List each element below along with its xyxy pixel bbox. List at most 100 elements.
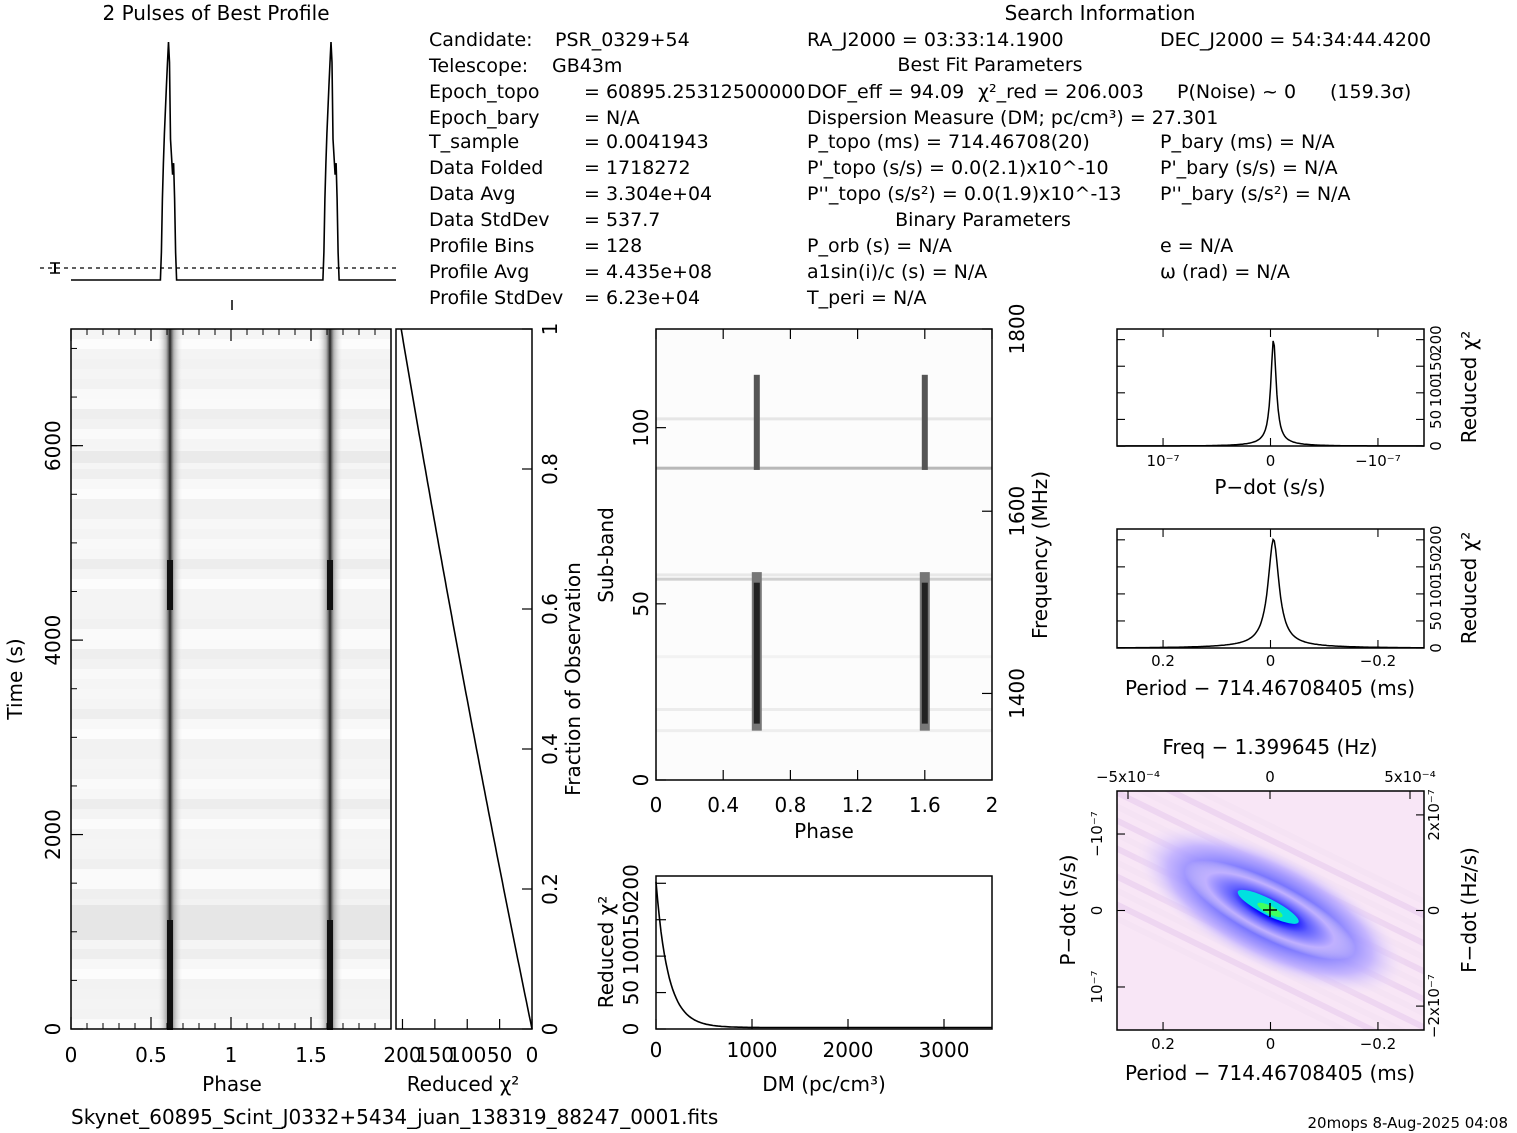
data-stddev-value: = 537.7 bbox=[584, 209, 660, 231]
time-phase-xlabel: Phase bbox=[202, 1072, 262, 1096]
ppdot-ylabel2: F−dot (Hz/s) bbox=[1457, 847, 1481, 973]
subband-x-tick-label: 1.2 bbox=[842, 793, 874, 817]
info-mid: RA_J2000 = 03:33:14.1900 DOF_eff = 94.09… bbox=[806, 29, 1411, 309]
time-phase-row bbox=[71, 399, 391, 410]
chi2-time-x-tick-label: 0 bbox=[526, 1043, 539, 1067]
time-phase-row bbox=[71, 699, 391, 710]
time-phase-row bbox=[71, 679, 391, 690]
ppdot-ylabel: P−dot (s/s) bbox=[1056, 854, 1080, 965]
chi2-time-x-tick-label: 150 bbox=[416, 1043, 454, 1067]
dm-curve bbox=[655, 881, 992, 1029]
chi2-time-x-tick-label: 200 bbox=[383, 1043, 421, 1067]
profile-title: 2 Pulses of Best Profile bbox=[103, 1, 330, 25]
time-phase-x-tick-label: 0 bbox=[65, 1043, 78, 1067]
pulse-track-1 bbox=[157, 329, 183, 1029]
dm-y-tick-label: 100 bbox=[619, 937, 643, 975]
a1-text: a1sin(i)/c (s) = N/A bbox=[807, 261, 987, 283]
time-phase-row bbox=[71, 879, 391, 890]
info-right: DEC_J2000 = 54:34:44.4200 P_bary (ms) = … bbox=[1160, 29, 1431, 283]
time-phase-row bbox=[71, 849, 391, 860]
chi2-time-y-tick-label: 0 bbox=[538, 1023, 562, 1036]
ppdot-y-tick-label: 10⁻⁷ bbox=[1088, 970, 1106, 1003]
ppdot-x-tick-label: 0 bbox=[1266, 1035, 1276, 1053]
time-phase-row bbox=[71, 379, 391, 390]
chi2-time-curve bbox=[400, 328, 533, 1030]
time-phase-row bbox=[71, 519, 391, 530]
subband-pulse-core bbox=[921, 582, 928, 724]
pulse-track-2 bbox=[317, 329, 343, 1029]
time-phase-plot: 0 0.5 1 1.5 0 2000 4000 6000 Phase Time (s) bbox=[3, 328, 392, 1096]
time-phase-row bbox=[71, 459, 391, 470]
ra-text: RA_J2000 = 03:33:14.1900 bbox=[807, 29, 1064, 51]
rfi-line bbox=[656, 708, 992, 712]
time-phase-row bbox=[71, 479, 391, 490]
ppdot-xlabel: Period − 714.46708405 (ms) bbox=[1125, 1061, 1415, 1085]
ecc-text: e = N/A bbox=[1160, 235, 1233, 257]
time-phase-row bbox=[71, 739, 391, 750]
search-info-title: Search Information bbox=[1005, 1, 1196, 25]
ppdot-streak bbox=[1117, 901, 1380, 1030]
chi2-time-x-tick-label: 100 bbox=[448, 1043, 486, 1067]
time-phase-row bbox=[71, 719, 391, 730]
candidate-value: PSR_0329+54 bbox=[555, 29, 690, 51]
ppdot-top-tick-label: 5x10⁻⁴ bbox=[1384, 768, 1435, 786]
time-phase-row bbox=[71, 769, 391, 780]
rfi-line bbox=[656, 466, 992, 470]
ppdot-top-tick-label: −5x10⁻⁴ bbox=[1096, 768, 1160, 786]
pulse-bright-segment bbox=[327, 980, 333, 1030]
ppdot-title: Freq − 1.399645 (Hz) bbox=[1162, 735, 1377, 759]
data-folded-label: Data Folded bbox=[429, 157, 543, 179]
time-phase-row bbox=[71, 609, 391, 620]
dm-y-tick-label: 150 bbox=[619, 901, 643, 939]
pddbary-text: P''_bary (s/s²) = N/A bbox=[1160, 183, 1350, 205]
time-phase-y-tick-label: 0 bbox=[41, 1023, 65, 1036]
time-phase-row bbox=[71, 669, 391, 680]
time-phase-row bbox=[71, 939, 391, 950]
data-stddev-label: Data StdDev bbox=[429, 209, 550, 231]
y-tick-label: 0 bbox=[1427, 643, 1445, 653]
time-phase-row bbox=[71, 499, 391, 510]
time-phase-row bbox=[71, 369, 391, 380]
time-phase-row bbox=[71, 529, 391, 540]
period-ylabel: Reduced χ² bbox=[1457, 532, 1481, 645]
time-phase-row bbox=[71, 419, 391, 430]
frequency-ylabel: Frequency (MHz) bbox=[1028, 471, 1052, 639]
time-phase-row bbox=[71, 779, 391, 790]
chi2-time-y-tick-label: 1 bbox=[538, 323, 562, 336]
footer-stamp: 20mops 8-Aug-2025 04:08 bbox=[1308, 1114, 1508, 1132]
epoch-bary-label: Epoch_bary bbox=[429, 107, 539, 129]
time-phase-row bbox=[71, 959, 391, 970]
time-phase-row bbox=[71, 999, 391, 1010]
pdbary-text: P'_bary (s/s) = N/A bbox=[1160, 157, 1338, 179]
dm-ylabel: Reduced χ² bbox=[594, 896, 618, 1009]
y-tick-label: 150 bbox=[1427, 553, 1445, 582]
subband-x-tick-label: 0.4 bbox=[707, 793, 739, 817]
subband-frame bbox=[655, 328, 993, 781]
dm-xlabel: DM (pc/cm³) bbox=[762, 1072, 886, 1096]
time-phase-row bbox=[71, 389, 391, 400]
subband-y-tick-label: 50 bbox=[629, 591, 653, 616]
subband-y-tick-label: 100 bbox=[629, 409, 653, 447]
omega-text: ω (rad) = N/A bbox=[1160, 261, 1290, 283]
dm-y-tick-label: 200 bbox=[619, 864, 643, 902]
time-phase-row bbox=[71, 889, 391, 900]
profile-stddev-value: = 6.23e+04 bbox=[584, 287, 700, 309]
time-phase-row bbox=[71, 729, 391, 740]
time-phase-row bbox=[71, 809, 391, 820]
time-phase-row bbox=[71, 989, 391, 1000]
time-phase-row bbox=[71, 539, 391, 550]
data-avg-label: Data Avg bbox=[429, 183, 516, 205]
dm-x-tick-label: 3000 bbox=[919, 1038, 970, 1062]
rfi-line bbox=[656, 417, 992, 421]
y-tick-label: 50 bbox=[1427, 410, 1445, 429]
time-phase-row bbox=[71, 599, 391, 610]
pdot-xlabel: P−dot (s/s) bbox=[1214, 475, 1325, 499]
footer-filename: Skynet_60895_Scint_J0332+5434_juan_13831… bbox=[71, 1105, 718, 1129]
time-phase-row bbox=[71, 429, 391, 440]
time-phase-row bbox=[71, 949, 391, 960]
profile-bins-value: = 128 bbox=[584, 235, 642, 257]
telescope-label: Telescope: bbox=[428, 55, 528, 77]
